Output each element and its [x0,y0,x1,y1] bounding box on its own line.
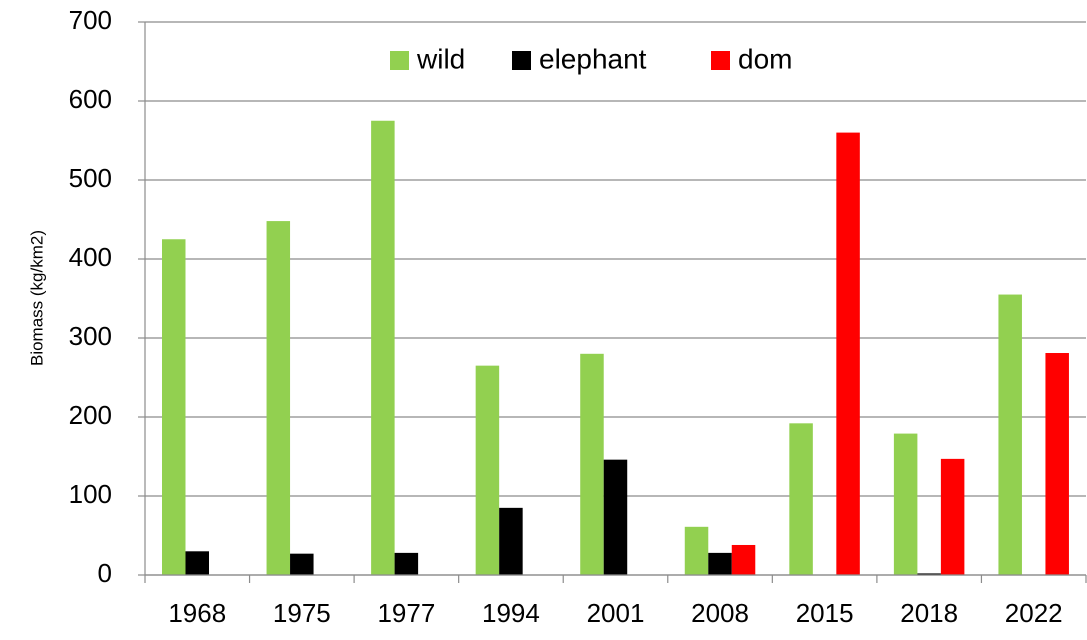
legend-label: elephant [539,43,647,74]
y-tick-label: 500 [69,163,112,193]
x-tick-label: 1968 [168,598,226,628]
x-tick-label: 2015 [796,598,854,628]
x-tick-label: 1975 [273,598,331,628]
bar [185,551,209,575]
legend-swatch [512,51,531,70]
legend-swatch [711,51,730,70]
bar [394,552,419,575]
bar [603,459,628,575]
y-tick-label: 300 [69,321,112,351]
bar [475,365,500,575]
bar [836,132,860,575]
legend-label: dom [738,43,792,74]
bar [266,221,291,575]
x-tick-label: 2018 [900,598,958,628]
legend-label: wild [416,43,465,74]
bar [499,507,523,575]
x-tick-label: 1977 [377,598,435,628]
y-tick-label: 600 [69,84,112,114]
bar [731,544,756,575]
bar [684,526,709,575]
bar [371,120,395,575]
y-tick-label: 700 [69,5,112,35]
y-axis-label: Biomass (kg/km2) [27,230,46,366]
bar [789,423,813,575]
x-tick-label: 2008 [691,598,749,628]
bar [162,239,186,575]
y-tick-label: 200 [69,400,112,430]
y-tick-label: 400 [69,242,112,272]
x-tick-label: 2022 [1005,598,1063,628]
bar [708,552,732,575]
y-tick-label: 0 [98,558,112,588]
bar [893,433,918,575]
bar [917,573,941,575]
bar [580,353,604,575]
bar [1045,353,1069,575]
x-tick-label: 2001 [587,598,645,628]
x-tick-label: 1994 [482,598,540,628]
y-tick-label: 100 [69,479,112,509]
bar [998,294,1022,575]
legend-swatch [390,51,409,70]
bar [940,458,965,575]
bar [290,553,314,575]
